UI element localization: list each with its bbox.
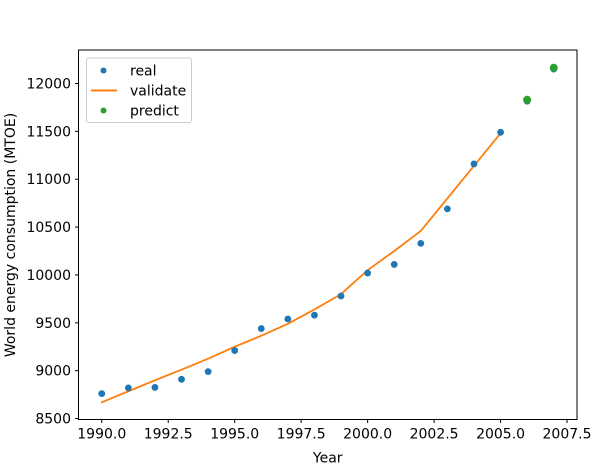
legend-label-real: real bbox=[130, 64, 157, 80]
x-tick-label: 1995.0 bbox=[210, 427, 259, 443]
y-tick-label: 10000 bbox=[26, 268, 71, 284]
x-tick-label: 2007.5 bbox=[543, 427, 592, 443]
legend-label-predict: predict bbox=[130, 104, 179, 120]
y-tick-label: 12000 bbox=[26, 77, 71, 93]
real-point bbox=[497, 128, 504, 136]
plot-frame bbox=[78, 49, 578, 420]
real-point bbox=[470, 160, 478, 168]
real-point bbox=[364, 269, 372, 277]
real-point bbox=[98, 390, 106, 398]
x-tick-label: 2002.5 bbox=[410, 427, 459, 443]
real-point bbox=[417, 239, 425, 247]
x-axis-title: Year bbox=[312, 451, 343, 467]
validate-line bbox=[100, 132, 502, 404]
x-tick-label: 2000.0 bbox=[343, 427, 392, 443]
legend-label-validate: validate bbox=[130, 84, 186, 100]
real-point bbox=[337, 292, 345, 300]
real-point bbox=[257, 325, 265, 332]
real-point bbox=[231, 347, 239, 354]
y-axis-title: World energy consumption (MTOE) bbox=[3, 113, 19, 357]
y-tick-label: 8500 bbox=[35, 412, 71, 428]
real-point bbox=[204, 368, 212, 376]
x-tick-label: 1997.5 bbox=[277, 427, 326, 443]
y-tick-label: 10500 bbox=[26, 220, 71, 236]
predict-point bbox=[549, 63, 558, 72]
real-point bbox=[178, 375, 185, 383]
real-point bbox=[124, 384, 132, 392]
plot-layer: 1990.0 1992.5 1995.0 1997.5 2000.0 2002.5 2005… bbox=[26, 49, 592, 443]
real-point bbox=[151, 384, 159, 391]
legend-box bbox=[86, 57, 192, 123]
real-point bbox=[311, 311, 318, 319]
real-point bbox=[443, 205, 451, 213]
y-tick-label: 11500 bbox=[26, 124, 71, 140]
legend-marker-real bbox=[100, 67, 107, 74]
y-tick-label: 9000 bbox=[35, 364, 71, 380]
real-point bbox=[390, 261, 398, 268]
x-tick-label: 1990.0 bbox=[77, 427, 126, 443]
real-point bbox=[284, 315, 292, 323]
x-tick-label: 2005.0 bbox=[476, 427, 525, 443]
legend-marker-predict bbox=[100, 107, 107, 114]
x-tick-label: 1992.5 bbox=[144, 427, 193, 443]
y-tick-label: 11000 bbox=[26, 172, 71, 188]
y-tick-label: 9500 bbox=[35, 316, 71, 332]
predict-point bbox=[523, 95, 532, 104]
